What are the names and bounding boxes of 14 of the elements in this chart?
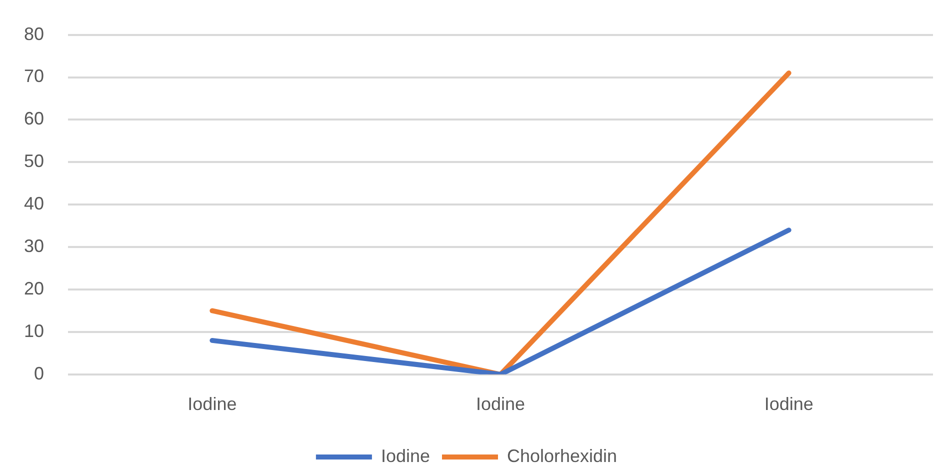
y-tick-label: 10: [24, 320, 44, 341]
x-tick-label: Iodine: [188, 394, 237, 414]
x-tick-label: Iodine: [476, 394, 526, 414]
y-tick-label: 20: [24, 278, 44, 298]
legend-label: Iodine: [380, 446, 430, 466]
y-tick-label: 0: [34, 363, 44, 384]
x-tick-label: Iodine: [764, 394, 814, 414]
legend-label: Cholorhexidin: [506, 446, 618, 466]
y-tick-label: 70: [24, 66, 44, 86]
y-tick-label: 50: [24, 151, 44, 172]
y-tick-label: 60: [24, 108, 44, 129]
y-tick-label: 40: [24, 194, 44, 214]
y-tick-label: 30: [24, 236, 44, 256]
y-tick-label: 80: [24, 24, 44, 44]
